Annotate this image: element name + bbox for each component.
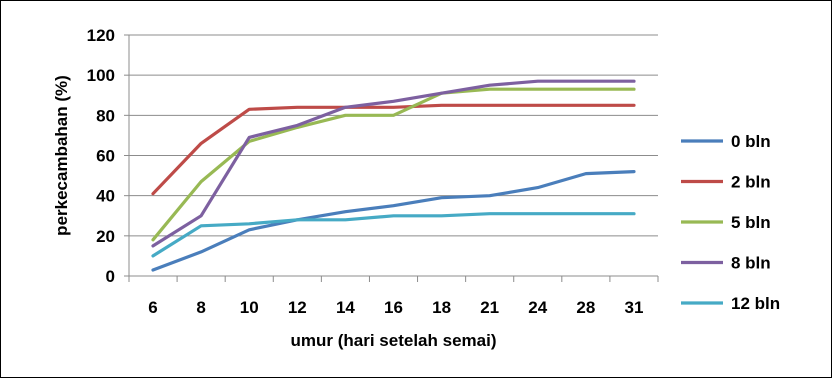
series-line-12-bln xyxy=(151,212,636,258)
axes: 0 20 40 60 80 100 120 6 8 10 12 14 16 18 21 24 28 31 xyxy=(87,26,659,317)
series-line-2-bln xyxy=(151,103,636,196)
y-axis-title: perkecambahan (%) xyxy=(52,75,71,236)
x-tick-label: 21 xyxy=(480,298,499,317)
legend-label: 2 bln xyxy=(731,173,771,192)
y-tick-label: 80 xyxy=(96,106,115,125)
legend-label: 0 bln xyxy=(731,132,771,151)
x-tick-label: 12 xyxy=(288,298,307,317)
series-line-0-bln xyxy=(151,170,636,272)
x-tick-label: 6 xyxy=(148,298,157,317)
x-tick-label: 14 xyxy=(336,298,355,317)
y-tick-label: 20 xyxy=(96,227,115,246)
legend-label: 8 bln xyxy=(731,254,771,273)
y-tick-label: 0 xyxy=(106,267,115,286)
series-line-8-bln xyxy=(151,79,636,248)
x-tick-label: 31 xyxy=(624,298,643,317)
series-lines xyxy=(151,79,636,272)
x-tick-label: 16 xyxy=(384,298,403,317)
x-tick-label: 28 xyxy=(576,298,595,317)
series-line-5-bln xyxy=(151,87,636,242)
x-tick-label: 18 xyxy=(432,298,451,317)
x-axis-title: umur (hari setelah semai) xyxy=(291,331,497,350)
legend-label: 5 bln xyxy=(731,213,771,232)
x-tick-label: 8 xyxy=(196,298,205,317)
gridlines xyxy=(129,34,658,237)
y-tick-label: 60 xyxy=(96,147,115,166)
y-tick-label: 100 xyxy=(87,66,115,85)
x-tick-label: 10 xyxy=(240,298,259,317)
y-tick-label: 40 xyxy=(96,187,115,206)
x-tick-label: 24 xyxy=(528,298,547,317)
legend-label: 12 bln xyxy=(731,294,780,313)
legend: 0 bln 2 bln 5 bln 8 bln 12 bln xyxy=(681,132,780,313)
y-tick-label: 120 xyxy=(87,26,115,45)
